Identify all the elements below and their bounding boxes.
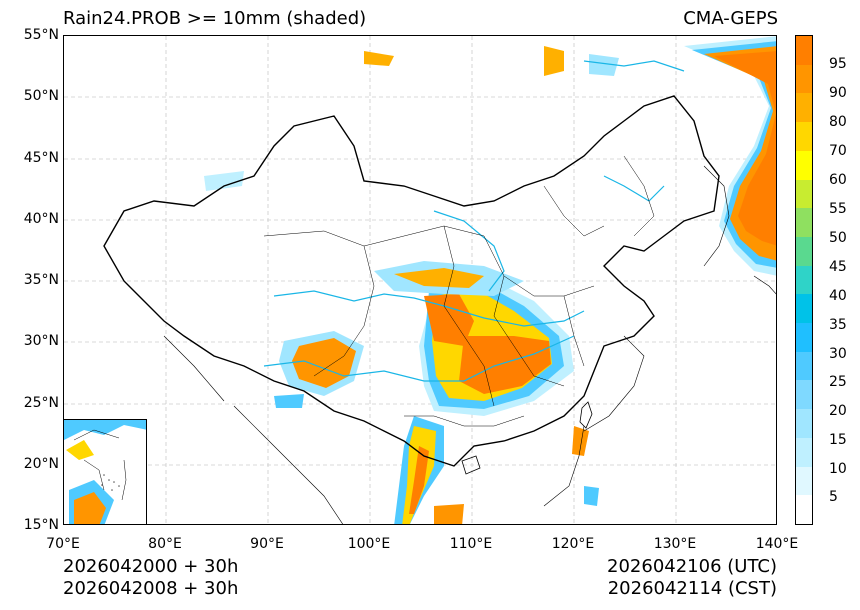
lon-label: 90°E	[250, 536, 284, 552]
lon-label: 120°E	[551, 536, 595, 552]
colorbar-label: 70	[829, 143, 847, 159]
colorbar-segment	[796, 294, 812, 324]
colorbar-label: 40	[829, 288, 847, 304]
colorbar-label: 50	[829, 230, 847, 246]
lat-label: 50°N	[23, 88, 59, 104]
lat-label: 15°N	[23, 517, 59, 533]
colorbar-label: 60	[829, 172, 847, 188]
colorbar	[795, 35, 813, 525]
colorbar-segment	[796, 323, 812, 352]
colorbar-segment	[796, 495, 812, 524]
colorbar-label: 30	[829, 346, 847, 362]
colorbar-segment	[796, 122, 812, 151]
lat-label: 40°N	[23, 211, 59, 227]
china-border	[103, 95, 720, 467]
lat-label: 20°N	[23, 456, 59, 472]
coastlines	[163, 165, 776, 524]
colorbar-segment	[796, 466, 812, 496]
lat-label: 25°N	[23, 395, 59, 411]
map-panel	[63, 35, 777, 525]
colorbar-segment	[796, 380, 812, 410]
rivers	[263, 60, 685, 382]
colorbar-label: 45	[829, 259, 847, 275]
valid-time-utc: 2026042106 (UTC)	[607, 556, 777, 577]
colorbar-segment	[796, 36, 812, 65]
colorbar-label: 80	[829, 114, 847, 130]
province-borders	[263, 155, 655, 427]
lon-label: 80°E	[148, 536, 182, 552]
colorbar-segment	[796, 150, 812, 180]
colorbar-label: 15	[829, 432, 847, 448]
map-canvas	[64, 36, 776, 524]
colorbar-segment	[796, 265, 812, 295]
colorbar-label: 25	[829, 374, 847, 390]
hainan	[461, 455, 481, 475]
init-time-utc: 2026042000 + 30h	[63, 556, 239, 577]
precip-shading	[84, 36, 776, 524]
colorbar-segment	[796, 409, 812, 438]
lat-label: 30°N	[23, 333, 59, 349]
inset-map	[64, 420, 146, 524]
lon-label: 130°E	[653, 536, 697, 552]
colorbar-segment	[796, 93, 812, 123]
colorbar-segment	[796, 437, 812, 467]
lon-label: 70°E	[46, 536, 80, 552]
colorbar-segment	[796, 64, 812, 94]
map-title: Rain24.PROB >= 10mm (shaded)	[63, 8, 367, 29]
lon-label: 100°E	[347, 536, 391, 552]
lat-label: 45°N	[23, 150, 59, 166]
colorbar-segment	[796, 208, 812, 237]
lon-label: 110°E	[449, 536, 493, 552]
valid-time-cst: 2026042114 (CST)	[607, 578, 777, 599]
colorbar-label: 55	[829, 201, 847, 217]
colorbar-label: 35	[829, 317, 847, 333]
lat-label: 35°N	[23, 272, 59, 288]
colorbar-label: 5	[829, 489, 838, 505]
colorbar-segment	[796, 236, 812, 266]
colorbar-label: 90	[829, 85, 847, 101]
colorbar-label: 10	[829, 461, 847, 477]
colorbar-label: 20	[829, 403, 847, 419]
init-time-cst: 2026042008 + 30h	[63, 578, 239, 599]
south-china-sea-inset	[63, 419, 147, 525]
colorbar-label: 95	[829, 56, 847, 72]
lat-label: 55°N	[23, 27, 59, 43]
colorbar-segment	[796, 351, 812, 381]
taiwan	[579, 401, 593, 429]
lon-label: 140°E	[755, 536, 799, 552]
colorbar-segment	[796, 179, 812, 209]
model-name: CMA-GEPS	[683, 8, 778, 29]
